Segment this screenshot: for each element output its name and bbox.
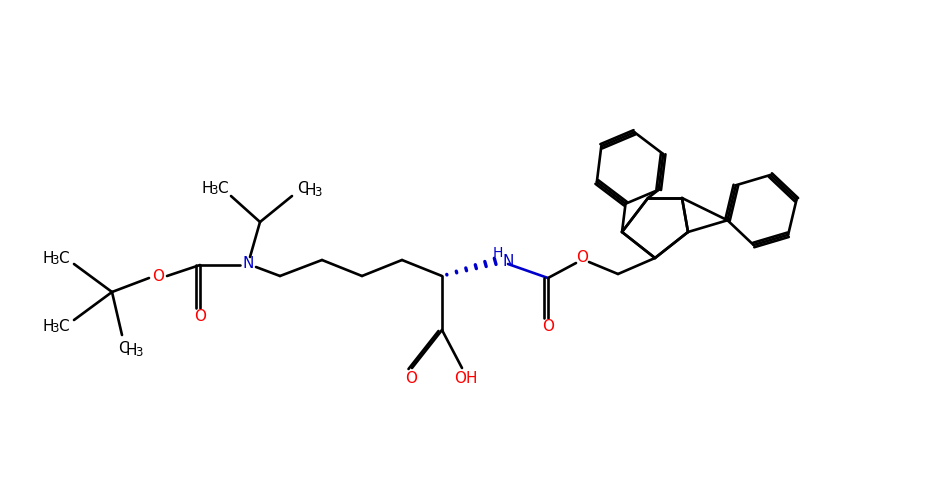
Text: C: C xyxy=(217,180,227,196)
Text: C: C xyxy=(297,180,307,196)
Text: O: O xyxy=(404,370,416,386)
Text: O: O xyxy=(194,309,206,323)
Text: H: H xyxy=(43,318,55,334)
Text: 3: 3 xyxy=(313,186,321,198)
Text: 3: 3 xyxy=(51,253,58,267)
Text: 3: 3 xyxy=(210,183,217,196)
Text: O: O xyxy=(576,249,588,265)
Text: N: N xyxy=(502,253,514,269)
Text: C: C xyxy=(57,318,69,334)
Text: O: O xyxy=(541,318,553,334)
Text: C: C xyxy=(57,250,69,266)
Text: H: H xyxy=(126,343,137,358)
Text: OH: OH xyxy=(453,370,477,386)
Text: N: N xyxy=(242,255,253,270)
Text: H: H xyxy=(492,246,502,260)
Text: H: H xyxy=(202,180,213,196)
Text: C: C xyxy=(118,341,129,356)
Text: H: H xyxy=(43,250,55,266)
Text: 3: 3 xyxy=(134,345,142,359)
Text: 3: 3 xyxy=(51,321,58,335)
Text: H: H xyxy=(305,182,316,197)
Text: O: O xyxy=(152,269,164,284)
